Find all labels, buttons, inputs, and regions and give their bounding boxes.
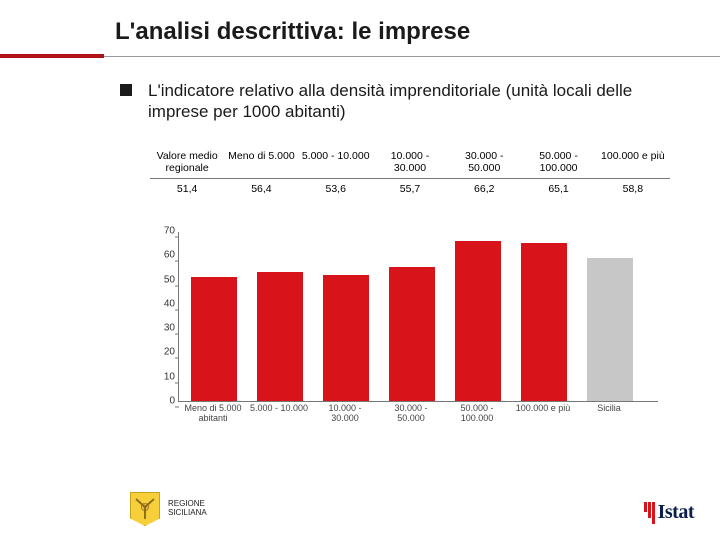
x-category-label: 50.000 - 100.000 <box>446 404 508 424</box>
footer-right: Istat <box>644 501 694 524</box>
chart-bar <box>323 275 369 401</box>
table-header: 100.000 e più <box>596 148 670 179</box>
data-table: Valore medio regionale Meno di 5.000 5.0… <box>150 148 670 197</box>
table-cell: 66,2 <box>447 179 521 198</box>
x-category-label: 5.000 - 10.000 <box>248 404 310 414</box>
table-header: Meno di 5.000 <box>224 148 298 179</box>
bullet-row: L'indicatore relativo alla densità impre… <box>120 80 680 123</box>
chart-bar <box>389 267 435 401</box>
table-header: 5.000 - 10.000 <box>299 148 373 179</box>
title-block: L'analisi descrittiva: le imprese <box>0 0 720 46</box>
x-category-label: 30.000 - 50.000 <box>380 404 442 424</box>
y-tick-label: 30 <box>151 323 175 334</box>
table-header: 50.000 - 100.000 <box>521 148 595 179</box>
table-cell: 55,7 <box>373 179 447 198</box>
footer-left: REGIONE SICILIANA <box>130 492 207 526</box>
x-category-label: 100.000 e più <box>512 404 574 414</box>
chart-bar <box>191 277 237 401</box>
table-cell: 58,8 <box>596 179 670 198</box>
x-category-label: 10.000 - 30.000 <box>314 404 376 424</box>
table-cell: 65,1 <box>521 179 595 198</box>
x-category-label: Sicilia <box>578 404 640 414</box>
region-line2: SICILIANA <box>168 509 207 518</box>
y-tick-label: 20 <box>151 347 175 358</box>
y-tick-label: 50 <box>151 274 175 285</box>
istat-logo-text: Istat <box>658 501 694 524</box>
regione-crest-icon <box>130 492 160 526</box>
chart-bar <box>521 243 567 401</box>
chart-bar <box>587 258 633 401</box>
table-header: Valore medio regionale <box>150 148 224 179</box>
rule-grey-segment <box>104 56 720 57</box>
y-tick-label: 40 <box>151 298 175 309</box>
table-value-row: 51,4 56,4 53,6 55,7 66,2 65,1 58,8 <box>150 179 670 198</box>
x-category-label: Meno di 5.000 abitanti <box>182 404 244 424</box>
y-tick-label: 60 <box>151 250 175 261</box>
y-tick-label: 10 <box>151 371 175 382</box>
istat-bars-icon <box>644 502 655 524</box>
table-cell: 51,4 <box>150 179 224 198</box>
slide: L'analisi descrittiva: le imprese L'indi… <box>0 0 720 540</box>
page-title: L'analisi descrittiva: le imprese <box>115 18 720 46</box>
region-label: REGIONE SICILIANA <box>168 500 207 518</box>
y-tick-label: 70 <box>151 226 175 237</box>
chart-plot-area: 010203040506070 <box>178 232 658 402</box>
bullet-text: L'indicatore relativo alla densità impre… <box>148 80 680 123</box>
bullet-square-icon <box>120 84 132 96</box>
chart-bar <box>257 272 303 401</box>
bar-chart: 010203040506070 Meno di 5.000 abitanti5.… <box>150 228 670 448</box>
table-header: 10.000 - 30.000 <box>373 148 447 179</box>
table-header: 30.000 - 50.000 <box>447 148 521 179</box>
y-tick-label: 0 <box>151 396 175 407</box>
table-header-row: Valore medio regionale Meno di 5.000 5.0… <box>150 148 670 179</box>
table-cell: 53,6 <box>299 179 373 198</box>
table-cell: 56,4 <box>224 179 298 198</box>
chart-bar <box>455 241 501 401</box>
title-rule <box>0 54 720 58</box>
rule-red-segment <box>0 54 104 58</box>
